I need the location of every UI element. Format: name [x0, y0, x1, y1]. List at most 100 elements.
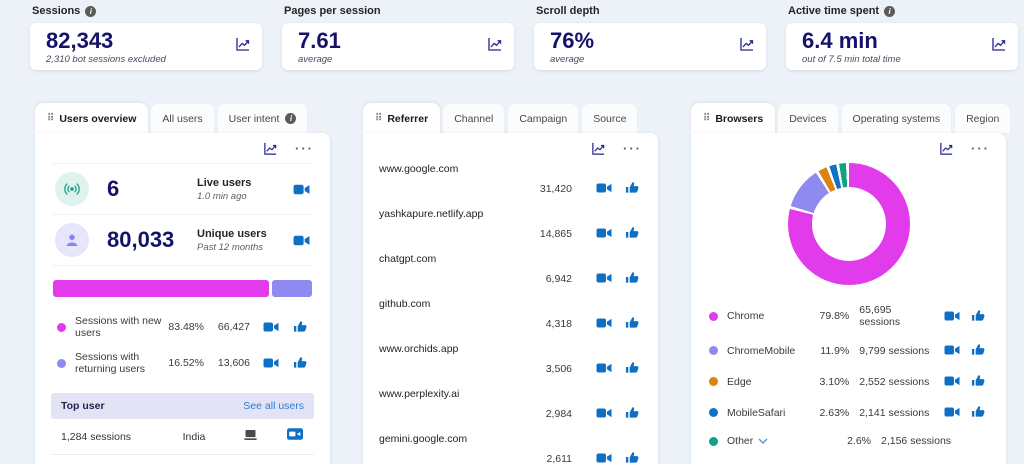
unique-users-subtitle: Past 12 months — [197, 241, 264, 253]
thumbs-up-icon[interactable] — [625, 180, 642, 197]
info-icon: i — [285, 113, 297, 124]
referrer-domain: yashkapure.netlify.app — [379, 208, 484, 220]
trend-chart-icon[interactable] — [235, 36, 251, 52]
tab-all-users[interactable]: All users — [150, 103, 215, 133]
browsers-donut-chart — [787, 163, 910, 285]
kpi-subtitle: average — [550, 54, 585, 65]
play-recordings-icon[interactable] — [293, 232, 310, 249]
tab-referrer[interactable]: ⠿ Referrer — [363, 103, 441, 133]
browser-name: MobileSafari — [727, 406, 786, 419]
play-recordings-icon[interactable] — [293, 181, 310, 198]
play-recordings-icon[interactable] — [596, 360, 613, 377]
browser-name: Edge — [727, 375, 752, 388]
browser-name: Other — [727, 435, 754, 447]
thumbs-up-icon[interactable] — [625, 225, 642, 242]
tab-label: Region — [966, 112, 1000, 125]
thumbs-up-icon[interactable] — [971, 342, 988, 359]
referrer-value: 6,942 — [545, 272, 572, 285]
kpi-row: Sessions i 82,343 2,310 bot sessions exc… — [30, 5, 1018, 70]
referrer-value: 4,318 — [545, 317, 572, 330]
play-recordings-icon[interactable] — [944, 373, 961, 390]
top-user-header: Top user — [61, 400, 105, 412]
browser-legend-row: MobileSafari 2.63% 2,141 sessions — [707, 397, 990, 428]
tab-devices[interactable]: Devices — [777, 103, 839, 133]
kpi-value: 6.4 min — [802, 28, 878, 53]
live-users-row: 6 Live users 1.0 min ago — [51, 164, 314, 215]
thumbs-up-icon[interactable] — [625, 405, 642, 422]
tab-user-intent[interactable]: User intent i — [216, 103, 309, 133]
thumbs-up-icon[interactable] — [625, 360, 642, 377]
tab-browsers[interactable]: ⠿ Browsers — [691, 103, 776, 133]
browsers-panel: ⠿ Browsers Devices Operating systems Reg… — [691, 103, 1012, 464]
play-recordings-icon[interactable] — [596, 225, 613, 242]
thumbs-up-icon[interactable] — [293, 319, 310, 336]
more-options-icon[interactable]: ··· — [295, 141, 314, 156]
drag-handle-icon[interactable]: ⠿ — [703, 113, 710, 124]
live-users-label: Live users — [197, 176, 252, 189]
referrer-row: gemini.google.com 2,611 — [379, 433, 642, 464]
trend-chart-icon[interactable] — [263, 141, 279, 157]
thumbs-up-icon[interactable] — [625, 270, 642, 287]
play-recordings-icon[interactable] — [944, 308, 961, 325]
tab-source[interactable]: Source — [581, 103, 639, 133]
kpi-pages-per-session: Pages per session 7.61 average — [282, 5, 514, 70]
referrer-domain: github.com — [379, 298, 431, 310]
info-icon[interactable]: i — [884, 5, 896, 17]
tab-operating-systems[interactable]: Operating systems — [840, 103, 953, 133]
drag-handle-icon[interactable]: ⠿ — [375, 113, 382, 124]
tab-label: Source — [593, 112, 627, 125]
tab-users-overview[interactable]: ⠿ Users overview — [35, 103, 149, 133]
chevron-down-icon[interactable] — [758, 438, 768, 444]
legend-dot — [709, 436, 718, 446]
browser-sessions: 2,552 sessions — [859, 375, 930, 388]
play-recordings-icon[interactable] — [944, 342, 961, 359]
unique-users-row: 80,033 Unique users Past 12 months — [51, 215, 314, 266]
trend-chart-icon[interactable] — [991, 36, 1007, 52]
play-recordings-icon[interactable] — [596, 180, 613, 197]
browsers-legend: Chrome 79.8% 65,695 sessions ChromeMobil… — [707, 297, 990, 454]
tab-region[interactable]: Region — [954, 103, 1012, 133]
kpi-card: 7.61 average — [282, 23, 514, 70]
more-options-icon[interactable]: ··· — [623, 141, 642, 156]
play-recordings-icon[interactable] — [596, 405, 613, 422]
play-session-icon[interactable] — [287, 428, 304, 445]
kpi-card: 76% average — [534, 23, 766, 70]
thumbs-up-icon[interactable] — [625, 450, 642, 464]
play-recordings-icon[interactable] — [596, 270, 613, 287]
thumbs-up-icon[interactable] — [625, 315, 642, 332]
tab-campaign[interactable]: Campaign — [507, 103, 580, 133]
play-recordings-icon[interactable] — [596, 315, 613, 332]
legend-dot — [57, 322, 66, 332]
drag-handle-icon[interactable]: ⠿ — [47, 113, 54, 124]
play-recordings-icon[interactable] — [596, 450, 613, 464]
info-icon[interactable]: i — [85, 5, 97, 17]
trend-chart-icon[interactable] — [591, 141, 607, 157]
thumbs-up-icon[interactable] — [293, 355, 310, 372]
referrer-list: www.google.com 31,420 yashkapure.netlify… — [379, 163, 642, 464]
kpi-label: Sessions — [32, 5, 81, 17]
referrer-row: www.google.com 31,420 — [379, 163, 642, 197]
legend-percent: 83.48% — [168, 321, 204, 333]
more-options-icon[interactable]: ··· — [971, 141, 990, 156]
play-recordings-icon[interactable] — [944, 404, 961, 421]
play-recordings-icon[interactable] — [263, 319, 280, 336]
legend-percent: 16.52% — [168, 357, 204, 369]
kpi-value: 76% — [550, 28, 595, 53]
kpi-label: Active time spent — [788, 5, 880, 17]
tab-channel[interactable]: Channel — [442, 103, 506, 133]
thumbs-up-icon[interactable] — [971, 404, 988, 421]
thumbs-up-icon[interactable] — [971, 308, 988, 325]
referrer-domain: www.google.com — [379, 163, 459, 175]
trend-chart-icon[interactable] — [939, 141, 955, 157]
new-vs-returning-bar — [53, 280, 312, 297]
thumbs-up-icon[interactable] — [971, 373, 988, 390]
referrer-value: 2,984 — [545, 407, 572, 420]
trend-chart-icon[interactable] — [487, 36, 503, 52]
see-all-users-link[interactable]: See all users — [243, 400, 304, 412]
legend-dot — [709, 377, 718, 386]
trend-chart-icon[interactable] — [739, 36, 755, 52]
browser-sessions: 9,799 sessions — [859, 344, 930, 357]
users-panel-tabs: ⠿ Users overview All users User intent i — [35, 103, 330, 133]
play-recordings-icon[interactable] — [263, 355, 280, 372]
donut-hole — [811, 187, 886, 261]
